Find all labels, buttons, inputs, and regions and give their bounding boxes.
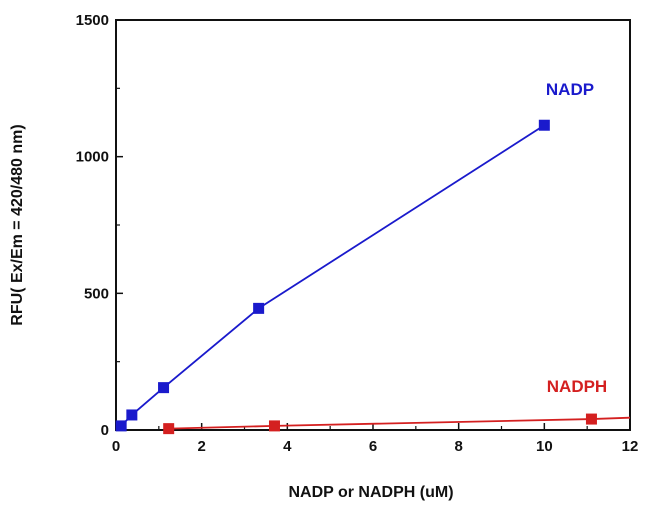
series-points <box>115 119 597 435</box>
series-line-nadp <box>120 124 545 427</box>
x-tick-label: 0 <box>112 438 120 455</box>
data-point-nadph <box>163 423 175 435</box>
data-point-nadp <box>126 409 138 421</box>
ticks: 0 2 4 6 8 10 12 0 500 1000 1500 <box>76 12 639 455</box>
y-tick-label: 0 <box>101 422 109 439</box>
series-line-nadph <box>168 416 631 430</box>
x-tick-label: 8 <box>454 438 462 455</box>
x-tick-label: 10 <box>536 438 553 455</box>
x-tick-label: 12 <box>622 438 639 455</box>
data-point-nadp <box>538 119 550 131</box>
y-tick-label: 500 <box>84 285 109 302</box>
series-label-nadp: NADP <box>546 80 594 99</box>
y-tick-label: 1000 <box>76 149 109 166</box>
data-point-nadp <box>253 302 265 314</box>
data-point-nadph <box>268 420 280 432</box>
x-tick-label: 2 <box>197 438 205 455</box>
data-point-nadp <box>158 382 170 394</box>
series-label-nadph: NADPH <box>547 377 607 396</box>
x-tick-label: 4 <box>283 438 292 455</box>
y-axis-title: RFU( Ex/Em = 420/480 nm) <box>9 124 26 325</box>
y-tick-label: 1500 <box>76 12 109 29</box>
x-axis-title: NADP or NADPH (uM) <box>288 484 453 501</box>
data-point-nadph <box>585 413 597 425</box>
data-point-nadp <box>115 420 127 432</box>
x-tick-label: 6 <box>369 438 377 455</box>
